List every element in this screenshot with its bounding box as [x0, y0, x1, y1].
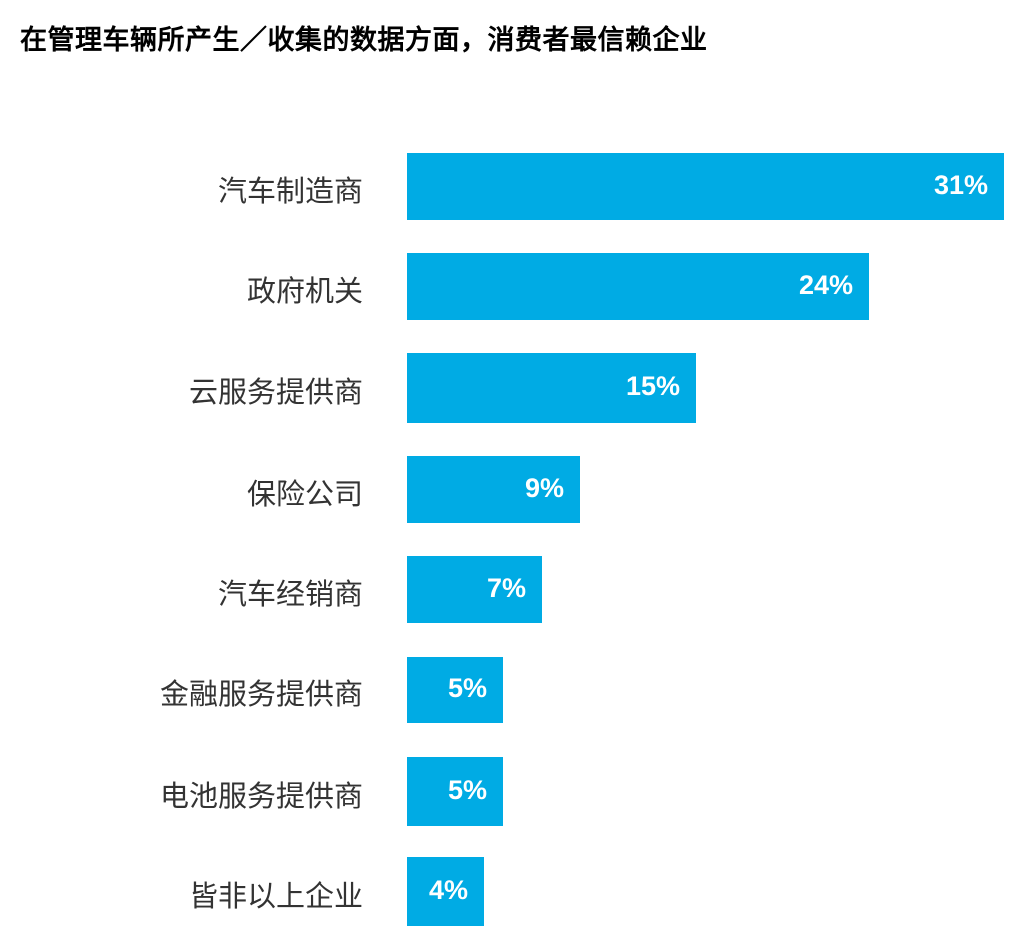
bar: 31%	[407, 153, 1004, 220]
category-label: 电池服务提供商	[159, 778, 363, 813]
bar: 5%	[407, 757, 503, 826]
category-label: 金融服务提供商	[159, 677, 363, 711]
category-label: 汽车制造商	[217, 173, 363, 208]
bar: 5%	[407, 657, 503, 723]
value-label: 24%	[798, 269, 853, 300]
value-label: 7%	[486, 572, 526, 603]
value-label: 5%	[447, 774, 487, 805]
bar-row: 保险公司 9%	[0, 456, 1018, 523]
bar-row: 汽车经销商 7%	[0, 556, 1018, 623]
bar: 4%	[407, 857, 484, 926]
value-label: 9%	[524, 472, 564, 503]
value-label: 15%	[625, 371, 680, 401]
bar-row: 政府机关 24%	[0, 253, 1018, 320]
bar: 9%	[407, 456, 580, 523]
category-label: 保险公司	[246, 476, 363, 511]
bar-row: 电池服务提供商 5%	[0, 757, 1018, 826]
bar-row: 金融服务提供商 5%	[0, 657, 1018, 723]
bar-row: 云服务提供商 15%	[0, 353, 1018, 423]
category-label: 皆非以上企业	[188, 878, 363, 913]
bar-row: 皆非以上企业 4%	[0, 857, 1018, 926]
value-label: 5%	[447, 673, 487, 703]
value-label: 31%	[933, 169, 988, 200]
category-label: 政府机关	[246, 273, 363, 308]
chart-title: 在管理车辆所产生／收集的数据方面，消费者最信赖企业	[20, 25, 708, 56]
value-label: 4%	[428, 874, 468, 905]
bar-row: 汽车制造商 31%	[0, 153, 1018, 220]
bar: 7%	[407, 556, 542, 623]
category-label: 汽车经销商	[217, 576, 363, 611]
bar: 15%	[407, 353, 696, 423]
bar: 24%	[407, 253, 869, 320]
category-label: 云服务提供商	[188, 375, 363, 409]
